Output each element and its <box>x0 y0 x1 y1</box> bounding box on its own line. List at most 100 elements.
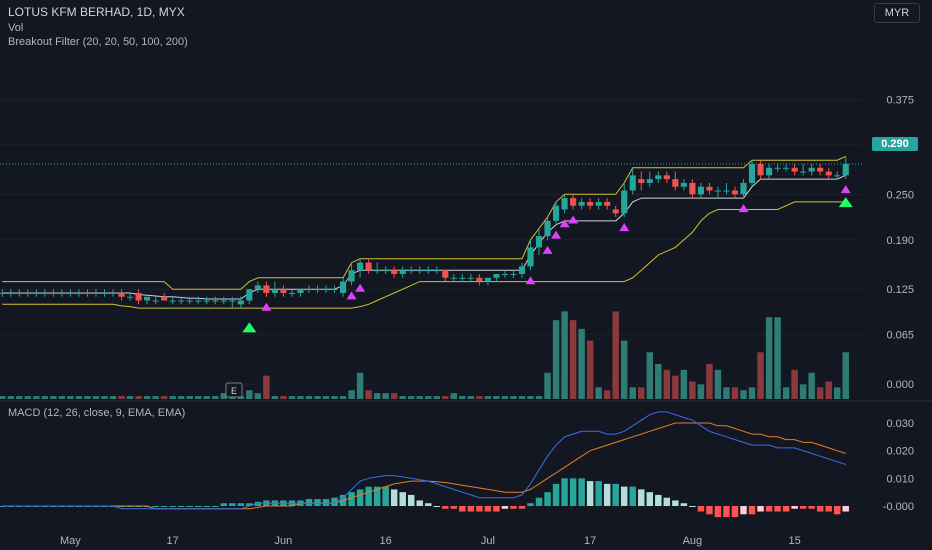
candle-body <box>58 292 65 294</box>
candle-body <box>433 270 440 272</box>
volume-bar <box>680 369 688 399</box>
volume-bar <box>297 396 304 399</box>
volume-bar <box>263 375 270 399</box>
volume-bar <box>229 396 236 399</box>
macd-label[interactable]: MACD (12, 26, close, 9, EMA, EMA) <box>8 407 186 419</box>
macd-histogram-bar <box>450 506 458 509</box>
candle-body <box>578 201 585 206</box>
price-grid <box>0 98 862 385</box>
candle-body <box>459 277 466 279</box>
macd-signal-line <box>2 422 846 510</box>
breakout-marker <box>542 245 553 254</box>
macd-histogram-bar <box>833 506 841 515</box>
currency-button[interactable]: MYR <box>874 3 920 23</box>
volume-bar <box>663 369 671 399</box>
volume-bar <box>723 387 730 399</box>
macd-axis[interactable]: 0.030 0.020 0.010 -0.000 <box>883 418 914 513</box>
candle-body <box>714 190 722 192</box>
volume-bar <box>407 396 415 399</box>
candle-body <box>305 289 313 291</box>
candle-body <box>203 300 210 302</box>
candle-body <box>570 198 577 206</box>
channel-lines <box>0 155 862 309</box>
volume-bar <box>314 396 321 399</box>
macd-histogram-bar <box>765 506 773 512</box>
volume-bar <box>331 396 338 399</box>
candle-body <box>425 270 432 272</box>
volume-bar <box>126 396 134 399</box>
macd-histogram-bar <box>825 506 832 512</box>
candle-body <box>399 270 406 274</box>
volume-bar <box>433 396 441 399</box>
macd-histogram-bar <box>748 506 756 515</box>
time-axis[interactable]: May 17 Jun 16 Jul 17 Aug 15 <box>60 535 801 547</box>
volume-bar <box>212 396 219 399</box>
volume-bar <box>305 396 313 399</box>
volume-bar <box>612 311 619 399</box>
symbol-title[interactable]: LOTUS KFM BERHAD, 1D, MYX <box>8 5 185 19</box>
candle-body <box>331 289 338 291</box>
volume-bar <box>152 396 159 399</box>
earnings-marker[interactable]: E <box>225 382 243 398</box>
macd-histogram-bar <box>808 506 815 509</box>
volume-bar <box>791 369 798 399</box>
volume-bar <box>808 372 815 399</box>
macd-histogram-bar <box>433 506 441 507</box>
candle-body <box>297 289 304 293</box>
macd-histogram-bar <box>782 506 790 512</box>
candle-body <box>220 300 227 302</box>
macd-histogram-bar <box>237 503 245 506</box>
last-price-tag: 0.290 <box>872 137 918 151</box>
volume-bar <box>586 340 594 399</box>
macd-histogram-bar <box>740 506 747 515</box>
candle-body <box>672 179 679 187</box>
time-tick-label: Jun <box>275 535 293 547</box>
volume-bar <box>689 381 696 399</box>
candle-body <box>374 270 381 272</box>
candle-body <box>450 277 457 279</box>
candle-body <box>587 201 594 206</box>
candle-body <box>493 273 500 278</box>
macd-histogram-bar <box>331 497 338 506</box>
candle-body <box>41 292 48 294</box>
volume-bar <box>416 396 423 399</box>
macd-histogram-bar <box>476 506 483 512</box>
candle-body <box>416 270 423 272</box>
macd-histogram-bar <box>774 506 781 512</box>
volume-bar <box>390 393 398 399</box>
macd-histogram-bar <box>246 503 253 506</box>
macd-histogram-bar <box>365 486 372 506</box>
macd-histogram-bar <box>552 483 560 506</box>
price-tick-label: 0.125 <box>886 284 914 296</box>
price-tick-label: 0.190 <box>886 235 914 247</box>
candle-body <box>126 296 134 298</box>
volume-bar <box>288 396 296 399</box>
candle-body <box>195 300 202 302</box>
volume-bar <box>740 390 747 399</box>
volume-bar <box>731 387 739 399</box>
volume-label[interactable]: Vol <box>8 22 24 34</box>
volume-bar <box>629 387 636 399</box>
candle-body <box>646 179 653 183</box>
candle-body <box>75 292 83 294</box>
breakout-marker <box>619 223 630 232</box>
macd-histogram-bar <box>305 499 313 506</box>
candle-body <box>101 292 108 294</box>
candle-body <box>765 167 773 176</box>
candle-body <box>595 201 602 206</box>
candle-body <box>638 179 645 183</box>
volume-bar <box>365 390 372 399</box>
candle-body <box>357 262 364 271</box>
candles <box>0 156 849 309</box>
macd-histogram-bar <box>816 506 824 512</box>
candle-body <box>382 270 389 272</box>
candle-body <box>552 205 560 221</box>
indicator-label[interactable]: Breakout Filter (20, 20, 50, 100, 200) <box>8 36 188 48</box>
candle-body <box>271 289 278 293</box>
volume-bar <box>765 317 773 399</box>
volume-bar <box>825 381 832 399</box>
time-tick-label: 17 <box>167 535 179 547</box>
volume-bar <box>535 396 543 399</box>
